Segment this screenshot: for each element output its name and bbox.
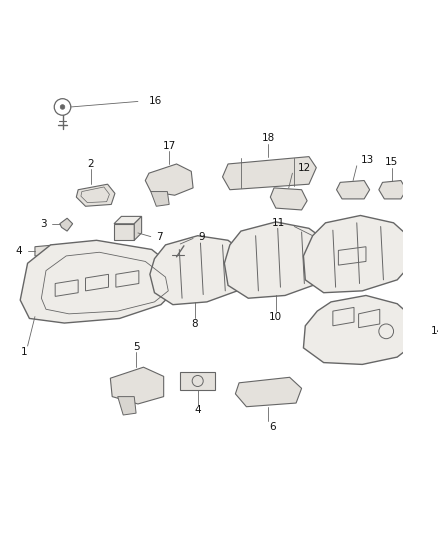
Text: 4: 4: [15, 246, 22, 256]
Text: 10: 10: [269, 312, 283, 321]
Polygon shape: [180, 372, 215, 390]
Text: 1: 1: [21, 346, 27, 357]
Circle shape: [60, 104, 65, 109]
Text: 15: 15: [385, 157, 398, 167]
Polygon shape: [110, 367, 164, 404]
Polygon shape: [235, 377, 302, 407]
Text: 8: 8: [191, 319, 198, 329]
Text: 13: 13: [360, 155, 374, 165]
Polygon shape: [118, 397, 136, 415]
Text: 3: 3: [40, 219, 47, 229]
Text: 14: 14: [430, 326, 438, 336]
Polygon shape: [20, 240, 179, 323]
Text: 9: 9: [198, 232, 205, 241]
Polygon shape: [304, 295, 414, 365]
Polygon shape: [336, 181, 370, 199]
Text: 7: 7: [156, 232, 163, 241]
Polygon shape: [35, 245, 61, 258]
Polygon shape: [224, 222, 331, 298]
Polygon shape: [145, 164, 193, 195]
Text: 6: 6: [269, 422, 276, 432]
Polygon shape: [223, 157, 316, 190]
Text: 4: 4: [194, 406, 201, 415]
Polygon shape: [114, 216, 141, 224]
Polygon shape: [270, 188, 307, 210]
Polygon shape: [76, 184, 115, 206]
Text: 5: 5: [133, 342, 139, 352]
Polygon shape: [60, 218, 73, 231]
Polygon shape: [304, 215, 412, 293]
Text: 17: 17: [162, 141, 176, 151]
Text: 2: 2: [88, 159, 94, 169]
Text: 11: 11: [272, 218, 285, 228]
Polygon shape: [134, 216, 141, 240]
Polygon shape: [151, 191, 169, 206]
Text: 16: 16: [149, 96, 162, 107]
Text: 12: 12: [298, 163, 311, 173]
Polygon shape: [379, 181, 406, 199]
Text: 18: 18: [262, 133, 275, 143]
Polygon shape: [150, 236, 250, 305]
Polygon shape: [114, 224, 134, 240]
